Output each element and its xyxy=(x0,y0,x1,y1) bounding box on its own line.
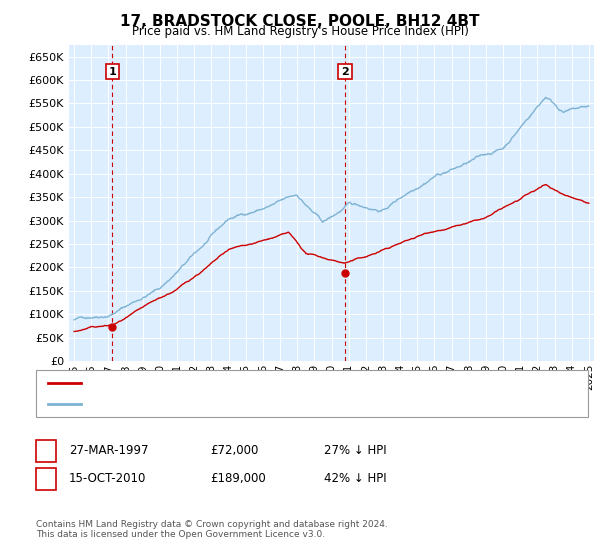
Text: £189,000: £189,000 xyxy=(210,472,266,486)
Text: 15-OCT-2010: 15-OCT-2010 xyxy=(69,472,146,486)
Text: 2: 2 xyxy=(42,472,50,486)
Text: HPI: Average price, detached house, Bournemouth Christchurch and Poole: HPI: Average price, detached house, Bour… xyxy=(87,399,475,409)
Text: 27-MAR-1997: 27-MAR-1997 xyxy=(69,444,149,458)
Text: 17, BRADSTOCK CLOSE, POOLE, BH12 4BT (detached house): 17, BRADSTOCK CLOSE, POOLE, BH12 4BT (de… xyxy=(87,378,403,388)
Text: 27% ↓ HPI: 27% ↓ HPI xyxy=(324,444,386,458)
Text: £72,000: £72,000 xyxy=(210,444,259,458)
Text: 42% ↓ HPI: 42% ↓ HPI xyxy=(324,472,386,486)
Text: 1: 1 xyxy=(109,67,116,77)
Text: 17, BRADSTOCK CLOSE, POOLE, BH12 4BT: 17, BRADSTOCK CLOSE, POOLE, BH12 4BT xyxy=(120,14,480,29)
Text: 1: 1 xyxy=(42,444,50,458)
Text: 2: 2 xyxy=(341,67,349,77)
Text: Contains HM Land Registry data © Crown copyright and database right 2024.
This d: Contains HM Land Registry data © Crown c… xyxy=(36,520,388,539)
Text: Price paid vs. HM Land Registry's House Price Index (HPI): Price paid vs. HM Land Registry's House … xyxy=(131,25,469,38)
